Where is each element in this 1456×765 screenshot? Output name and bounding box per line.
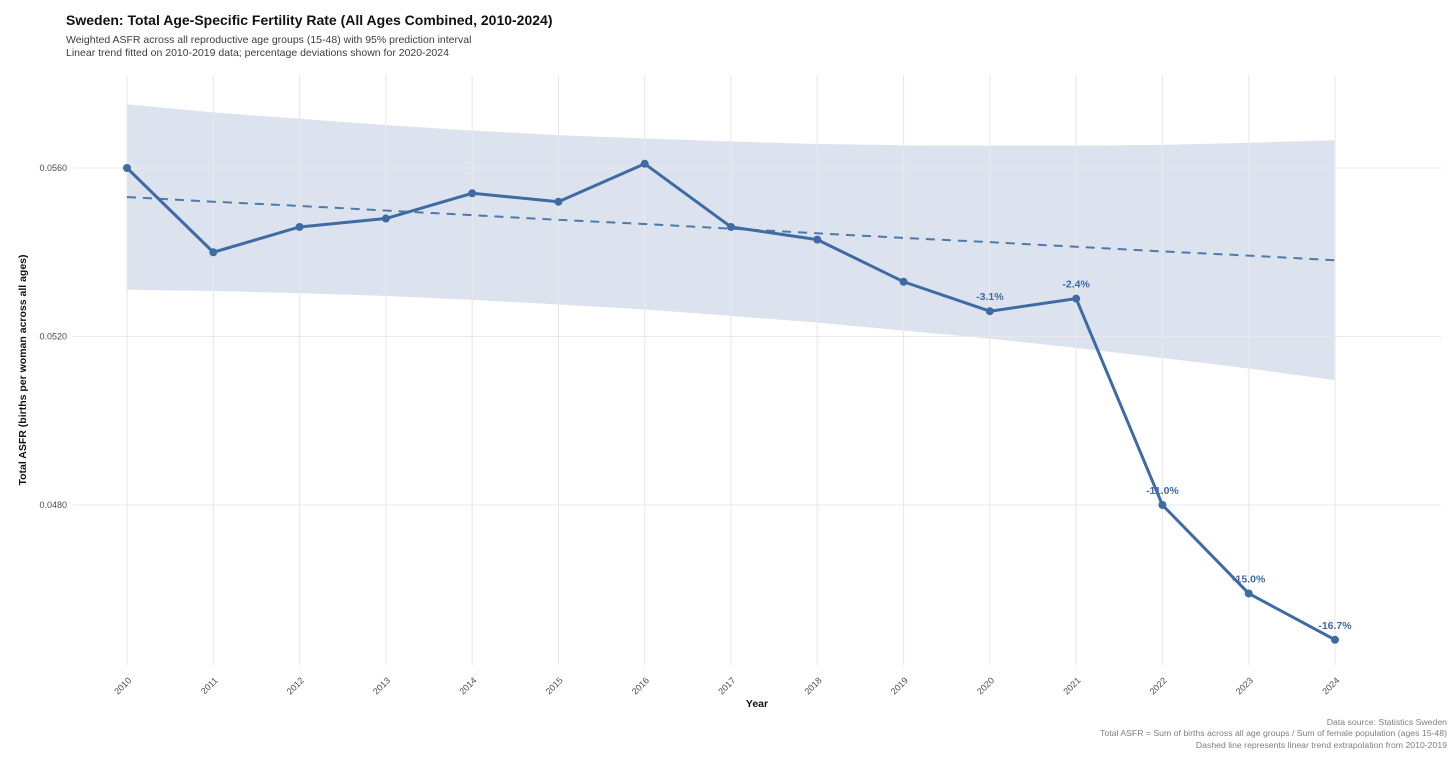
data-point: [726, 222, 735, 231]
x-axis-tick-label: 2010: [112, 675, 133, 696]
x-axis-tick-label: 2020: [975, 675, 996, 696]
trend-dashed-line: [126, 196, 1336, 262]
x-axis-tick-label: 2017: [716, 675, 737, 696]
subtitle-line-2: Linear trend fitted on 2010-2019 data; p…: [66, 46, 449, 59]
data-point: [899, 277, 908, 286]
x-axis-title: Year: [745, 698, 769, 710]
x-axis-tick-label: 2016: [630, 675, 651, 696]
x-axis-tick-label: 2012: [285, 675, 306, 696]
x-axis-tick-label: 2024: [1320, 675, 1341, 696]
data-point: [985, 307, 994, 316]
x-axis-tick-label: 2011: [199, 675, 220, 696]
caption-line-1: Data source: Statistics Sweden: [1326, 717, 1447, 727]
x-axis-tick-label: 2018: [802, 675, 823, 696]
data-point: [554, 197, 563, 206]
data-point: [209, 248, 218, 257]
y-axis-tick-label: 0.0520: [39, 332, 67, 342]
caption-line-3: Dashed line represents linear trend extr…: [1195, 739, 1447, 750]
data-point: [295, 222, 304, 231]
chart-caption: Data source: Statistics Sweden Total ASF…: [647, 717, 1447, 751]
y-axis-title: Total ASFR (births per woman across all …: [17, 254, 29, 486]
x-axis-tick-label: 2023: [1234, 675, 1255, 696]
data-point: [640, 159, 649, 168]
chart-subtitle: Weighted ASFR across all reproductive ag…: [66, 34, 471, 59]
data-point: [1158, 501, 1167, 509]
deviation-annotation: -2.4%: [1062, 279, 1090, 291]
data-point: [1330, 635, 1339, 644]
x-axis-tick-label: 2013: [371, 675, 392, 696]
y-axis-tick-label: 0.0480: [39, 500, 67, 510]
x-axis-tick-label: 2022: [1148, 675, 1169, 696]
data-point: [123, 164, 131, 172]
data-point: [813, 235, 822, 244]
data-point: [1072, 294, 1081, 303]
y-axis-tick-label: 0.0560: [39, 163, 67, 173]
deviation-annotation: -3.1%: [976, 291, 1004, 303]
x-axis-tick-label: 2014: [457, 675, 478, 696]
deviation-annotation: -11.0%: [1146, 485, 1179, 497]
caption-line-2: Total ASFR = Sum of births across all ag…: [1100, 728, 1447, 739]
x-axis-tick-label: 2019: [889, 675, 910, 696]
data-point: [381, 214, 390, 223]
subtitle-line-1: Weighted ASFR across all reproductive ag…: [66, 34, 472, 46]
x-axis-tick-label: 2021: [1061, 675, 1082, 696]
x-axis-tick-label: 2015: [544, 675, 565, 696]
chart-title: Sweden: Total Age-Specific Fertility Rat…: [66, 12, 553, 28]
deviation-annotation: -16.7%: [1318, 620, 1352, 632]
data-point: [1244, 589, 1253, 598]
data-point: [468, 189, 477, 198]
deviation-annotation: -15.0%: [1232, 573, 1266, 585]
